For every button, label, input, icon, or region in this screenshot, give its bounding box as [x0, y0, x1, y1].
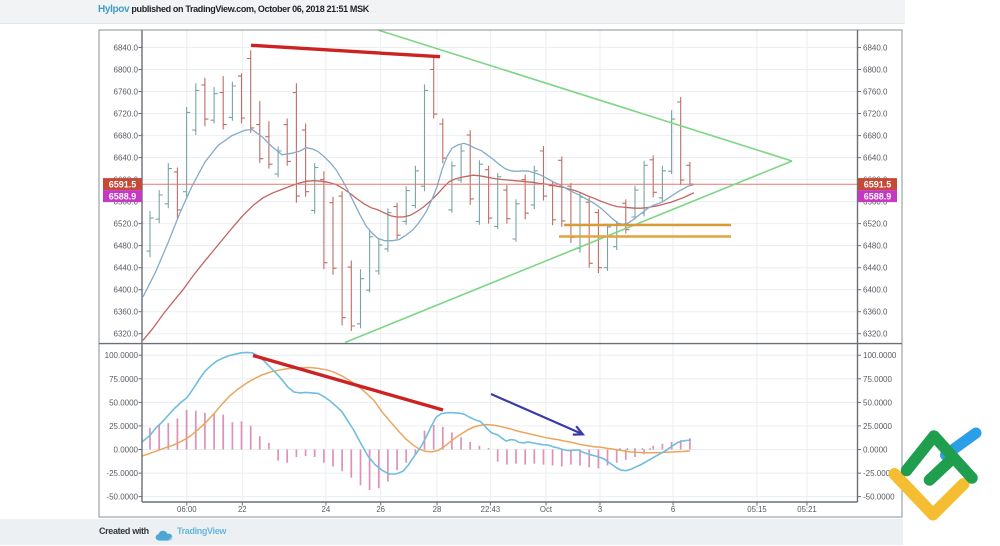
svg-text:6320.0: 6320.0 — [863, 330, 888, 339]
svg-text:25.0000: 25.0000 — [863, 422, 892, 431]
svg-text:50.0000: 50.0000 — [109, 398, 138, 407]
svg-text:6440.0: 6440.0 — [114, 264, 139, 273]
svg-text:6480.0: 6480.0 — [863, 242, 888, 251]
svg-text:6680.0: 6680.0 — [863, 132, 888, 141]
svg-text:6520.0: 6520.0 — [114, 220, 139, 229]
svg-text:6840.0: 6840.0 — [863, 44, 888, 53]
svg-text:6400.0: 6400.0 — [114, 286, 139, 295]
svg-text:6640.0: 6640.0 — [863, 154, 888, 163]
svg-text:6720.0: 6720.0 — [114, 110, 139, 119]
svg-text:3: 3 — [598, 505, 602, 514]
svg-text:-50.0000: -50.0000 — [106, 493, 138, 502]
svg-text:-50.0000: -50.0000 — [863, 493, 895, 502]
svg-text:6680.0: 6680.0 — [114, 132, 139, 141]
svg-text:6360.0: 6360.0 — [863, 308, 888, 317]
svg-text:6588.9: 6588.9 — [109, 191, 137, 201]
svg-text:100.0000: 100.0000 — [863, 351, 897, 360]
svg-text:24: 24 — [322, 505, 331, 514]
svg-text:0.0000: 0.0000 — [114, 446, 139, 455]
svg-text:05:15: 05:15 — [747, 505, 767, 514]
svg-text:6440.0: 6440.0 — [863, 264, 888, 273]
svg-text:6591.5: 6591.5 — [109, 179, 137, 189]
svg-text:75.0000: 75.0000 — [109, 375, 138, 384]
svg-text:6800.0: 6800.0 — [863, 66, 888, 75]
svg-text:6320.0: 6320.0 — [114, 330, 139, 339]
svg-text:26: 26 — [376, 505, 385, 514]
svg-text:6360.0: 6360.0 — [114, 308, 139, 317]
svg-text:Oct: Oct — [540, 505, 553, 514]
svg-text:6588.9: 6588.9 — [864, 191, 892, 201]
svg-text:6840.0: 6840.0 — [114, 44, 139, 53]
svg-text:75.0000: 75.0000 — [863, 375, 892, 384]
svg-text:6720.0: 6720.0 — [863, 110, 888, 119]
svg-text:25.0000: 25.0000 — [109, 422, 138, 431]
svg-text:-25.0000: -25.0000 — [863, 469, 895, 478]
svg-text:6480.0: 6480.0 — [114, 242, 139, 251]
svg-text:0.0000: 0.0000 — [863, 446, 888, 455]
svg-text:06:00: 06:00 — [177, 505, 197, 514]
svg-text:-25.0000: -25.0000 — [106, 469, 138, 478]
svg-text:6520.0: 6520.0 — [863, 220, 888, 229]
svg-text:6591.5: 6591.5 — [864, 179, 892, 189]
svg-text:100.0000: 100.0000 — [105, 351, 139, 360]
svg-text:6: 6 — [671, 505, 675, 514]
svg-text:50.0000: 50.0000 — [863, 398, 892, 407]
svg-text:05:21: 05:21 — [797, 505, 817, 514]
svg-text:6760.0: 6760.0 — [863, 88, 888, 97]
svg-text:28: 28 — [433, 505, 442, 514]
svg-text:22: 22 — [238, 505, 247, 514]
svg-text:22:43: 22:43 — [481, 505, 501, 514]
svg-text:6400.0: 6400.0 — [863, 286, 888, 295]
svg-text:6800.0: 6800.0 — [114, 66, 139, 75]
svg-text:6760.0: 6760.0 — [114, 88, 139, 97]
svg-text:6640.0: 6640.0 — [114, 154, 139, 163]
